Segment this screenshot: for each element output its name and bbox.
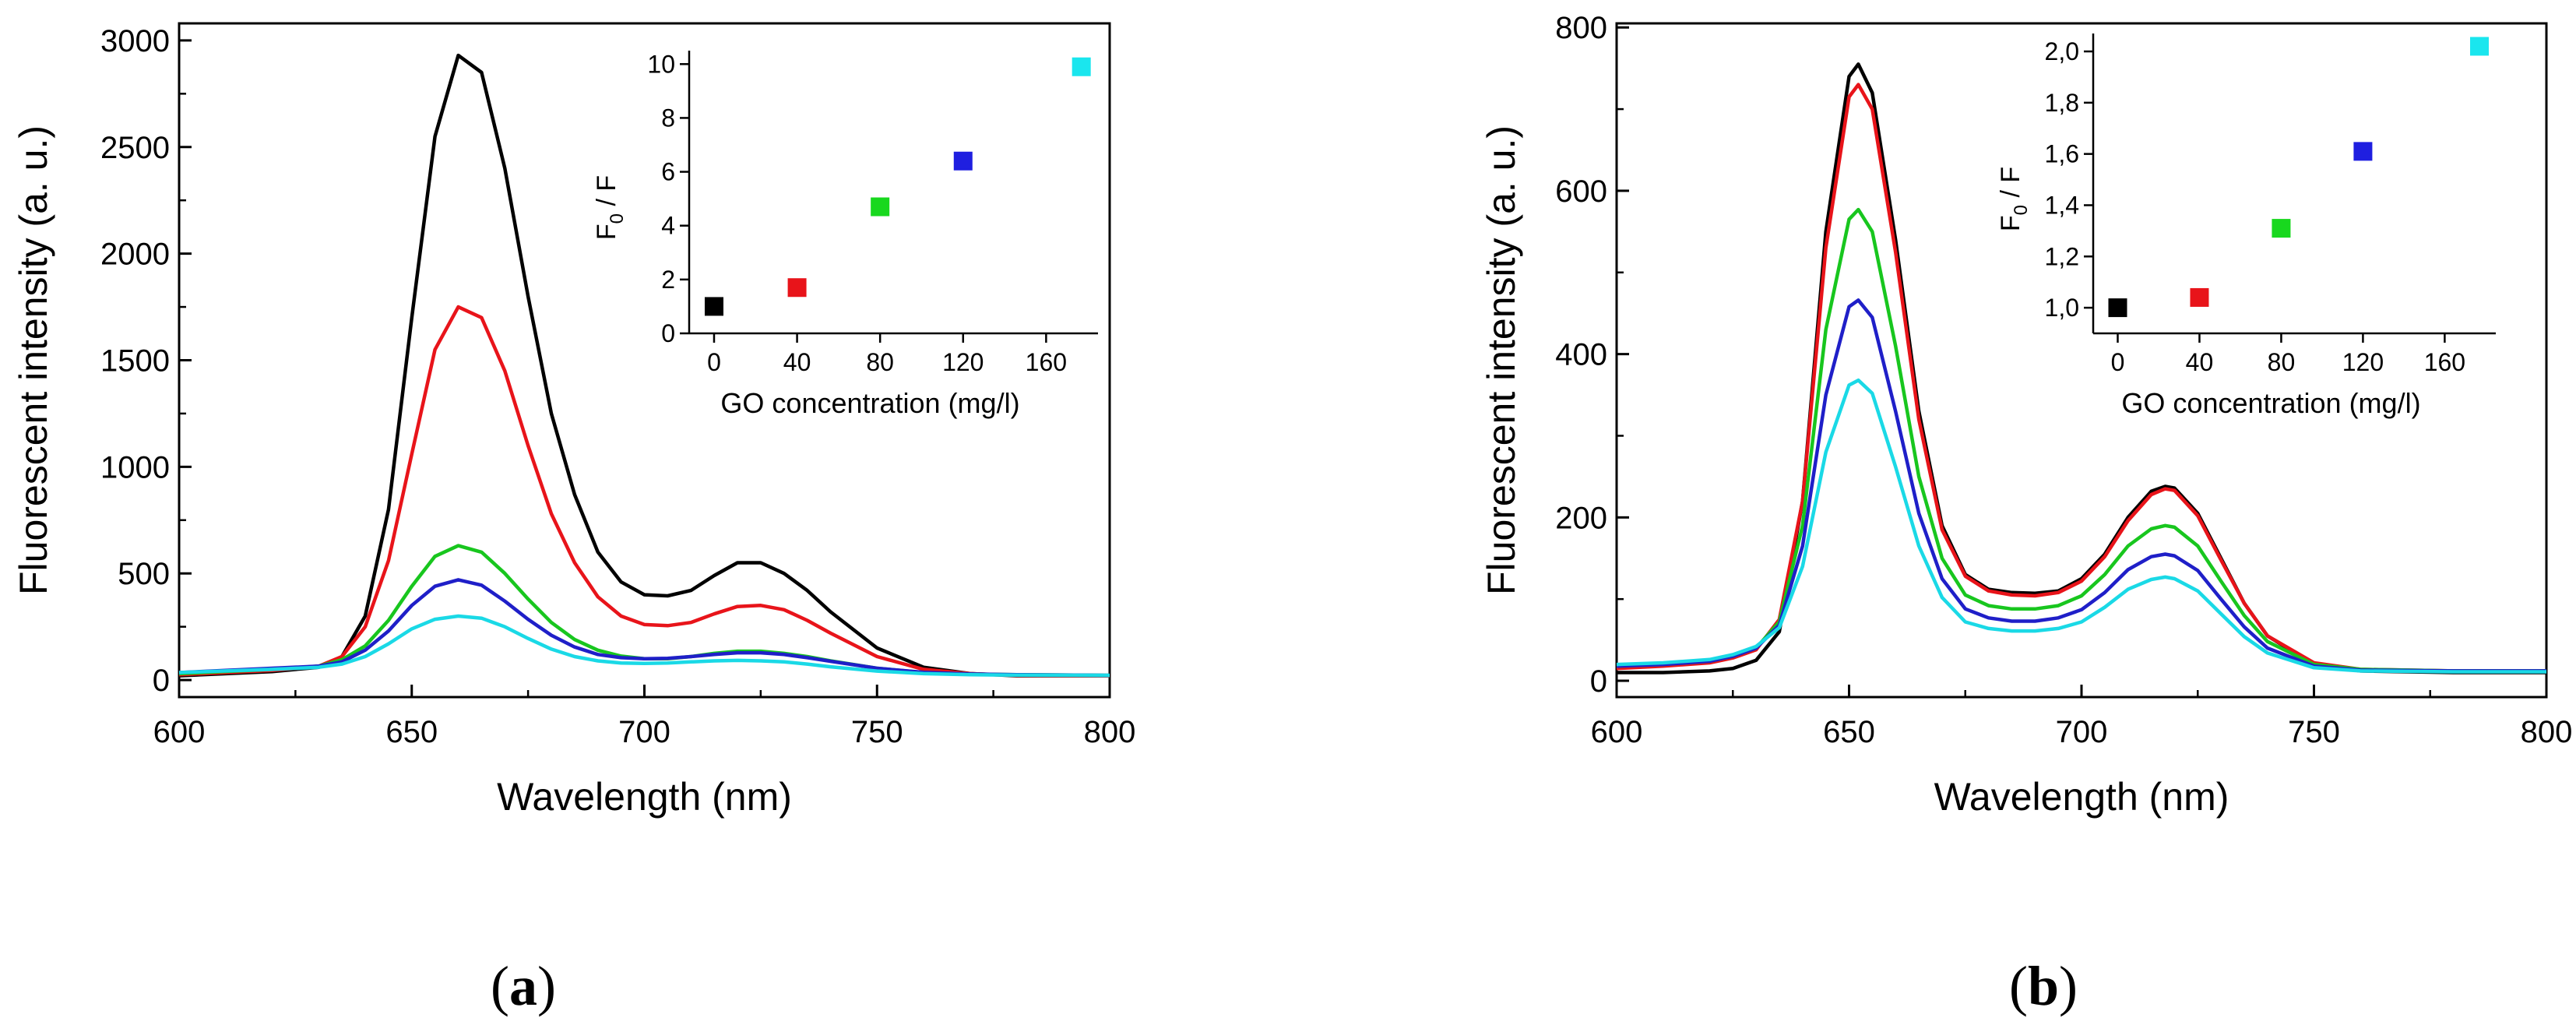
y-tick-label: 3000 [100,24,170,58]
inset-y-tick-label: 0 [661,319,675,347]
inset-y-tick-label: 4 [661,212,675,240]
y-tick-label: 400 [1555,338,1607,372]
y-tick-label: 500 [118,557,170,591]
x-tick-label: 700 [2056,715,2108,749]
inset-y-label-sub: 0 [2011,205,2032,215]
inset-y-tick-label: 2 [661,266,675,294]
inset-point-0 [704,297,723,316]
inset-x-tick-label: 0 [2111,348,2125,376]
y-tick-label: 200 [1555,501,1607,535]
inset-x-tick-label: 80 [2268,348,2296,376]
inset-y-tick-label: 1,4 [2045,191,2079,219]
series-line-2 [178,544,1110,678]
series-line-2 [1616,207,2546,673]
inset-x-tick-label: 160 [2424,348,2465,376]
inset-x-tick-label: 0 [707,348,721,376]
series-line-3 [178,578,1110,678]
inset-point-4 [2470,37,2490,56]
inset-x-tick-label: 80 [866,348,894,376]
caption-b: (b) [2009,955,2078,1017]
inset-x-axis-label: GO concentration (mg/l) [2121,387,2420,419]
y-tick-label: 2500 [100,131,170,165]
y-tick-label: 2000 [100,238,170,272]
x-axis-label: Wavelength (nm) [497,775,792,819]
series-line-4 [178,614,1110,678]
x-tick-label: 650 [385,715,438,749]
series-line-1 [1616,83,2546,673]
y-tick-label: 0 [1590,664,1607,699]
inset-y-label-main: F [592,224,621,240]
series-line-4 [1616,378,2546,674]
series-line-0 [178,53,1110,678]
inset-y-tick-label: 1,2 [2045,242,2079,270]
inset-x-tick-label: 40 [2186,348,2214,376]
inset-point-4 [1072,57,1091,76]
x-tick-label: 700 [618,715,670,749]
inset-y-label-sub: 0 [607,213,628,224]
inset-y-tick-label: 10 [647,50,675,78]
inset-point-3 [2353,142,2373,161]
inset-x-tick-label: 160 [1026,348,1067,376]
inset-y-tick-label: 8 [661,104,675,132]
x-tick-label: 750 [851,715,903,749]
inset-chart: 0 40 80 120 160 1,0 1,2 1,4 1,6 1,8 2,0 GO concentr… [1996,33,2496,419]
inset-point-2 [2272,219,2291,238]
x-tick-label: 600 [153,715,206,749]
inset-y-tick-label: 6 [661,158,675,186]
x-tick-label: 650 [1823,715,1875,749]
y-tick-label: 1500 [100,344,170,379]
y-tick-label: 600 [1555,174,1607,209]
caption-a: (a) [491,955,556,1017]
x-axis-label: Wavelength (nm) [1934,775,2229,819]
inset-y-label-tail: / F [1996,167,2025,205]
x-tick-label: 800 [2521,715,2573,749]
y-tick-label: 0 [153,664,170,698]
series-line-1 [178,305,1110,678]
inset-y-axis-label: F0 / F [592,175,628,240]
inset-x-tick-label: 120 [942,348,984,376]
inset-point-3 [953,151,973,171]
inset-x-tick-label: 40 [783,348,811,376]
inset-y-label-tail: / F [592,175,621,213]
inset-y-tick-label: 2,0 [2045,37,2079,65]
inset-chart: 0 40 80 120 160 0 2 4 6 8 10 GO concentration (mg/l… [592,50,1098,419]
series-line-3 [1616,298,2546,673]
inset-y-tick-label: 1,6 [2045,140,2079,168]
y-axis-label: Fluorescent intensity (a. u.) [12,125,55,595]
inset-x-tick-label: 120 [2342,348,2384,376]
inset-x-axis-label: GO concentration (mg/l) [720,387,1019,419]
y-axis-label: Fluorescent intensity (a. u.) [1480,125,1523,595]
inset-point-1 [2190,287,2209,307]
y-tick-label: 1000 [100,450,170,484]
x-tick-label: 600 [1591,715,1643,749]
inset-y-axis-label: F0 / F [1996,167,2032,231]
inset-point-1 [787,278,807,298]
x-tick-label: 750 [2288,715,2340,749]
x-tick-label: 800 [1084,715,1136,749]
inset-y-tick-label: 1,8 [2045,89,2079,117]
inset-y-tick-label: 1,0 [2045,294,2079,322]
chart-panel-a: 600 650 700 750 800050010001500200025003000W… [12,22,1136,819]
inset-point-0 [2108,298,2127,318]
y-tick-label: 800 [1555,11,1607,45]
inset-point-2 [871,197,890,217]
inset-y-label-main: F [1996,215,2025,231]
